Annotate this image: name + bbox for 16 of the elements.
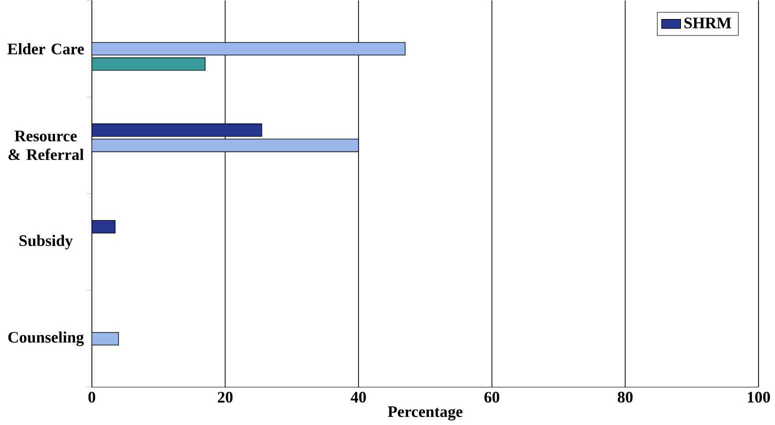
bar xyxy=(92,220,116,234)
y-tick-label: Subsidy xyxy=(20,234,73,250)
x-tick-label: 40 xyxy=(350,392,366,403)
bar xyxy=(92,332,119,346)
y-tick-label: Counseling xyxy=(8,332,84,346)
x-tick-label: 80 xyxy=(618,392,633,403)
bar xyxy=(92,42,406,56)
y-tick-label: Resource & Referral xyxy=(8,130,84,160)
x-tick-label: 20 xyxy=(218,392,233,403)
x-axis-title: Percentage xyxy=(388,406,462,420)
x-tick-label: 100 xyxy=(748,392,770,403)
x-tick-label: 0 xyxy=(88,392,96,403)
bar xyxy=(92,138,359,152)
x-tick-label: 60 xyxy=(484,392,500,403)
legend-label: SHRM xyxy=(684,18,732,28)
y-tick-label: Elder Care xyxy=(8,43,84,54)
